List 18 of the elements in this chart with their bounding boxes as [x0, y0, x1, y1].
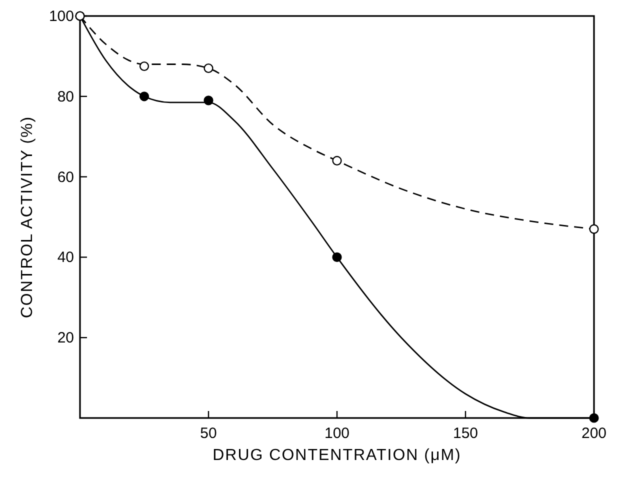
y-axis-title: CONTROL ACTIVITY (%)	[19, 116, 36, 318]
point	[332, 252, 342, 262]
point	[589, 224, 599, 234]
point	[139, 61, 150, 72]
x-axis-title: DRUG CONTENTRATION (μM)	[212, 447, 462, 464]
point	[139, 92, 150, 102]
point	[332, 156, 342, 166]
x-tick-label: 150	[452, 425, 478, 442]
y-tick-label: 60	[57, 168, 74, 186]
x-tick-label: 50	[200, 425, 217, 442]
point	[204, 63, 214, 74]
y-tick-label: 80	[57, 88, 74, 106]
point	[204, 96, 214, 106]
x-tick-label: 200	[581, 425, 607, 442]
y-tick-label: 40	[57, 249, 74, 266]
y-tick-label: 20	[57, 330, 74, 347]
x-tick-label: 100	[324, 425, 350, 442]
y-tick-label: 100	[48, 8, 74, 25]
